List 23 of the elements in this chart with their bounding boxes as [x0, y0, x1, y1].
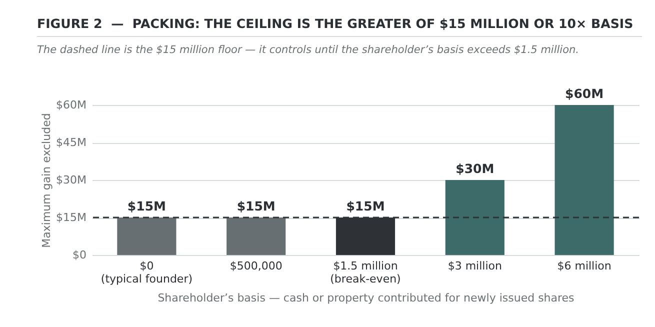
y-tick-label: $15M	[56, 211, 86, 224]
chart-title: FIGURE 2 — PACKING: THE CEILING IS THE GREATER OF $15 MILLION OR 10× BASIS	[37, 16, 634, 31]
y-axis-title: Maximum gain excluded	[40, 113, 54, 248]
y-tick-label: $0	[72, 248, 86, 262]
x-tick-label: $500,000	[230, 260, 282, 272]
y-tick-label: $30M	[56, 174, 86, 186]
x-tick-label: $1.5 million (break-even)	[330, 260, 401, 286]
data-label: $15M	[236, 198, 276, 214]
x-tick-label: $3 million	[448, 260, 502, 272]
chart-subtitle: The dashed line is the $15 million floor — it controls until the shareholder’s basis exceeds $1.5 million.	[37, 44, 580, 56]
bar	[445, 180, 504, 255]
x-tick-label: $0 (typical founder)	[100, 260, 193, 286]
bar	[554, 105, 614, 255]
data-label: $15M	[346, 198, 385, 214]
bar	[117, 218, 176, 255]
y-tick-label: $60M	[56, 98, 86, 112]
data-label: $30M	[456, 161, 494, 176]
bar	[226, 218, 286, 255]
data-label: $60M	[565, 86, 604, 101]
x-tick-label: $6 million	[557, 260, 612, 272]
data-label: $15M	[127, 198, 166, 214]
x-axis-title: Shareholder’s basis — cash or property contributed for newly issued shares	[158, 292, 575, 304]
y-tick-label: $45M	[56, 136, 86, 149]
